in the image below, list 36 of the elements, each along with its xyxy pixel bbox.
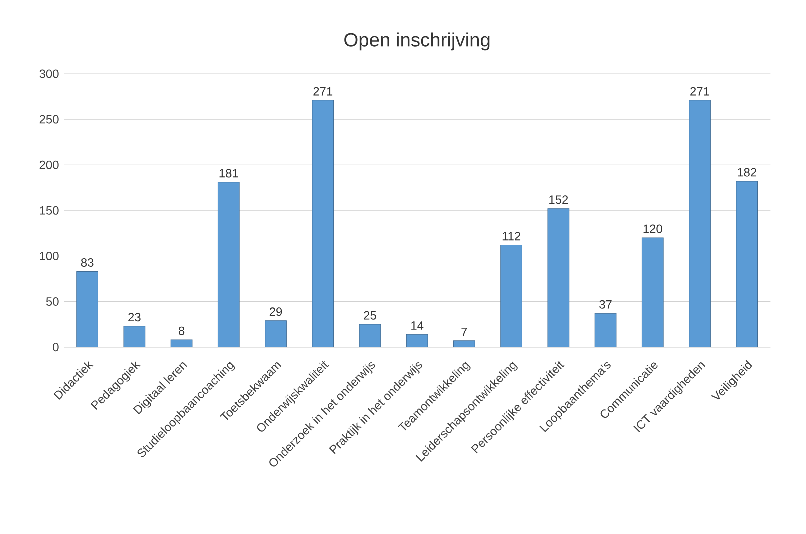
data-label: 23 — [128, 313, 141, 322]
bar — [265, 320, 287, 348]
y-tick-label: 250 — [40, 115, 59, 124]
y-tick-label: 0 — [53, 343, 59, 352]
bar — [312, 100, 334, 348]
data-label: 8 — [178, 326, 185, 336]
y-tick-label: 150 — [40, 206, 59, 215]
bar — [359, 324, 382, 348]
data-label: 14 — [412, 322, 424, 330]
data-label: 112 — [502, 232, 521, 241]
y-tick-label: 200 — [40, 160, 59, 170]
data-label: 29 — [270, 308, 282, 316]
data-label: 152 — [550, 196, 568, 204]
y-tick-label: 50 — [46, 298, 59, 306]
chart-title: Open inschrijving — [344, 32, 490, 51]
data-label: 37 — [600, 300, 612, 309]
bar — [500, 245, 522, 348]
bar — [406, 334, 428, 348]
bar — [548, 208, 570, 348]
bar — [124, 326, 146, 348]
bar — [642, 238, 664, 348]
data-label: 120 — [644, 224, 662, 234]
data-label: 271 — [690, 87, 710, 96]
data-label: 271 — [314, 87, 333, 96]
bar — [594, 313, 617, 348]
data-label: 83 — [81, 258, 94, 267]
data-label: 182 — [738, 168, 757, 177]
data-label: 25 — [364, 311, 376, 320]
y-tick-label: 300 — [40, 70, 59, 78]
data-label: 181 — [220, 169, 238, 178]
y-tick-label: 100 — [40, 252, 59, 260]
bar — [218, 182, 240, 348]
data-label: 7 — [462, 328, 468, 336]
bar — [736, 181, 758, 348]
bar — [689, 100, 711, 348]
bar — [76, 271, 98, 348]
